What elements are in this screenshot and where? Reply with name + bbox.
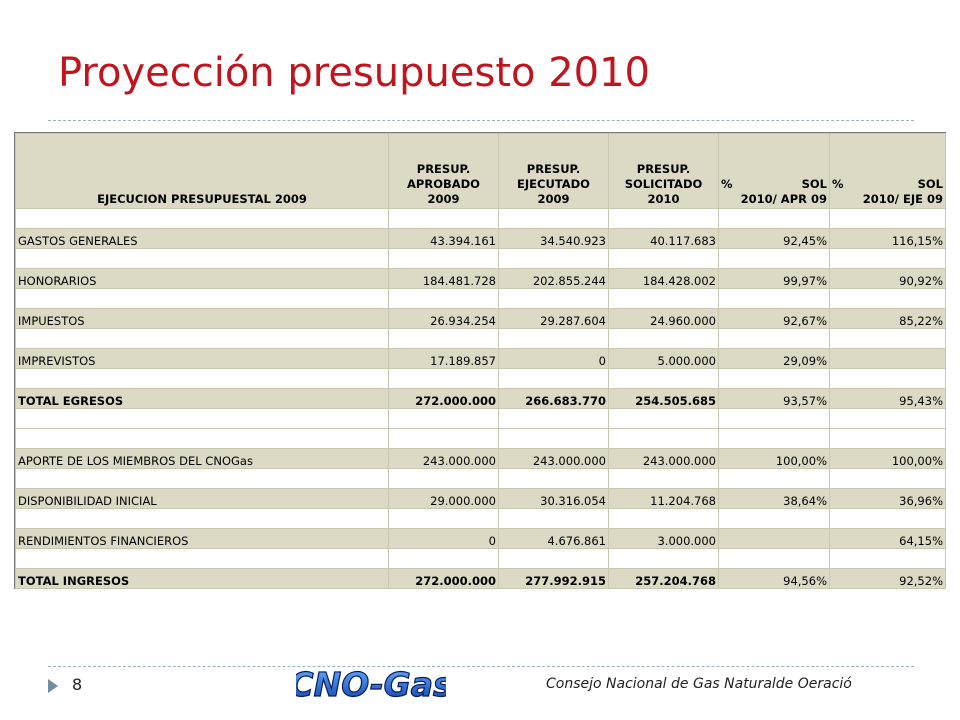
header-ejecutado: PRESUP. EJECUTADO 2009 xyxy=(498,133,609,209)
cell-solicitado: 254.505.685 xyxy=(608,388,719,409)
cell-aprobado: 43.394.161 xyxy=(388,228,499,249)
spacer-row xyxy=(15,468,946,489)
total-ingresos-row: TOTAL INGRESOS 272.000.000 277.992.915 2… xyxy=(15,568,946,589)
cell-pct-apr: 92,45% xyxy=(718,228,830,249)
cell-ejecutado: 0 xyxy=(498,348,609,369)
spacer-row xyxy=(15,368,946,389)
spacer-row xyxy=(15,428,946,449)
header-aprobado: PRESUP. APROBADO 2009 xyxy=(388,133,499,209)
cell-solicitado: 3.000.000 xyxy=(608,528,719,549)
cell-aprobado: 26.934.254 xyxy=(388,308,499,329)
table-row: IMPREVISTOS 17.189.857 0 5.000.000 29,09… xyxy=(15,348,946,369)
cell-pct-apr: 29,09% xyxy=(718,348,830,369)
slide-title: Proyección presupuesto 2010 xyxy=(58,50,650,96)
svg-text:CNO-Gas: CNO-Gas xyxy=(296,665,446,704)
cell-pct-apr: 93,57% xyxy=(718,388,830,409)
cell-pct-eje: 64,15% xyxy=(829,528,946,549)
cell-aprobado: 184.481.728 xyxy=(388,268,499,289)
total-egresos-row: TOTAL EGRESOS 272.000.000 266.683.770 25… xyxy=(15,388,946,409)
table-row: IMPUESTOS 26.934.254 29.287.604 24.960.0… xyxy=(15,308,946,329)
organization-name: Consejo Nacional de Gas Naturalde Oeraci… xyxy=(546,676,852,692)
cell-solicitado: 243.000.000 xyxy=(608,448,719,469)
row-label: TOTAL EGRESOS xyxy=(15,388,389,409)
cell-pct-apr: 94,56% xyxy=(718,568,830,589)
row-label: APORTE DE LOS MIEMBROS DEL CNOGas xyxy=(15,448,389,469)
table-row: RENDIMIENTOS FINANCIEROS 0 4.676.861 3.0… xyxy=(15,528,946,549)
row-label: RENDIMIENTOS FINANCIEROS xyxy=(15,528,389,549)
cell-solicitado: 40.117.683 xyxy=(608,228,719,249)
row-label: DISPONIBILIDAD INICIAL xyxy=(15,488,389,509)
top-divider xyxy=(48,120,914,121)
spacer-row xyxy=(15,328,946,349)
budget-table-frame: EJECUCION PRESUPUESTAL 2009 PRESUP. APROB… xyxy=(14,132,946,589)
cell-pct-apr: 100,00% xyxy=(718,448,830,469)
cno-gas-logo: CNO-Gas xyxy=(296,664,446,704)
table-header-row: EJECUCION PRESUPUESTAL 2009 PRESUP. APROB… xyxy=(15,133,946,209)
cell-ejecutado: 34.540.923 xyxy=(498,228,609,249)
page-number: 8 xyxy=(72,675,83,694)
header-pct-eje: % SOL 2010/ EJE 09 xyxy=(829,133,946,209)
spacer-row xyxy=(15,408,946,429)
row-label: IMPUESTOS xyxy=(15,308,389,329)
cell-pct-apr: 99,97% xyxy=(718,268,830,289)
cell-pct-eje: 116,15% xyxy=(829,228,946,249)
cell-pct-eje: 100,00% xyxy=(829,448,946,469)
cell-ejecutado: 30.316.054 xyxy=(498,488,609,509)
cell-ejecutado: 202.855.244 xyxy=(498,268,609,289)
cell-ejecutado: 29.287.604 xyxy=(498,308,609,329)
cell-ejecutado: 277.992.915 xyxy=(498,568,609,589)
cell-aprobado: 0 xyxy=(388,528,499,549)
cell-ejecutado: 243.000.000 xyxy=(498,448,609,469)
spacer-row xyxy=(15,208,946,229)
header-concept: EJECUCION PRESUPUESTAL 2009 xyxy=(15,133,389,209)
cell-aprobado: 272.000.000 xyxy=(388,568,499,589)
header-pct-apr: % SOL 2010/ APR 09 xyxy=(718,133,830,209)
cell-aprobado: 17.189.857 xyxy=(388,348,499,369)
bottom-divider xyxy=(48,666,914,667)
triangle-bullet-icon xyxy=(48,679,58,693)
table-row: GASTOS GENERALES 43.394.161 34.540.923 4… xyxy=(15,228,946,249)
cell-pct-apr: 38,64% xyxy=(718,488,830,509)
cell-pct-eje: 92,52% xyxy=(829,568,946,589)
cell-pct-eje xyxy=(829,348,946,369)
cell-aprobado: 243.000.000 xyxy=(388,448,499,469)
row-label: IMPREVISTOS xyxy=(15,348,389,369)
table-row: DISPONIBILIDAD INICIAL 29.000.000 30.316… xyxy=(15,488,946,509)
cell-solicitado: 5.000.000 xyxy=(608,348,719,369)
table-row: APORTE DE LOS MIEMBROS DEL CNOGas 243.00… xyxy=(15,448,946,469)
spacer-row xyxy=(15,508,946,529)
spacer-row xyxy=(15,288,946,309)
budget-table: EJECUCION PRESUPUESTAL 2009 PRESUP. APROB… xyxy=(15,133,946,589)
cell-aprobado: 272.000.000 xyxy=(388,388,499,409)
row-label: GASTOS GENERALES xyxy=(15,228,389,249)
cell-pct-eje: 85,22% xyxy=(829,308,946,329)
cell-solicitado: 257.204.768 xyxy=(608,568,719,589)
cell-solicitado: 11.204.768 xyxy=(608,488,719,509)
cell-pct-apr xyxy=(718,528,830,549)
row-label: TOTAL INGRESOS xyxy=(15,568,389,589)
row-label: HONORARIOS xyxy=(15,268,389,289)
table-row: HONORARIOS 184.481.728 202.855.244 184.4… xyxy=(15,268,946,289)
cell-solicitado: 184.428.002 xyxy=(608,268,719,289)
cell-pct-apr: 92,67% xyxy=(718,308,830,329)
cell-ejecutado: 266.683.770 xyxy=(498,388,609,409)
cell-pct-eje: 95,43% xyxy=(829,388,946,409)
spacer-row xyxy=(15,548,946,569)
cell-pct-eje: 36,96% xyxy=(829,488,946,509)
cell-solicitado: 24.960.000 xyxy=(608,308,719,329)
cell-ejecutado: 4.676.861 xyxy=(498,528,609,549)
cell-aprobado: 29.000.000 xyxy=(388,488,499,509)
spacer-row xyxy=(15,248,946,269)
cell-pct-eje: 90,92% xyxy=(829,268,946,289)
header-solicitado: PRESUP. SOLICITADO 2010 xyxy=(608,133,719,209)
